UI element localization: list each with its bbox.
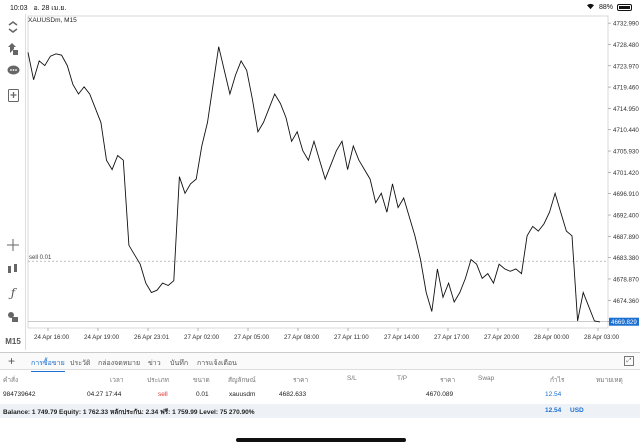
table-row[interactable]: 984739642 04.27 17:44 sell 0.01 xauusdm … <box>0 388 640 402</box>
crosshair-icon[interactable] <box>4 236 22 254</box>
tab-mailbox[interactable]: กล่องจดหมาย <box>98 360 141 367</box>
col-size: ขนาด <box>193 377 210 384</box>
y-tick-label: 4678.870 <box>613 276 639 283</box>
status-time: 10:03 <box>10 5 28 12</box>
y-tick-label: 4674.360 <box>613 298 639 305</box>
tab-news[interactable]: ข่าว <box>148 360 161 367</box>
quotes-icon[interactable] <box>4 18 22 36</box>
balance-profit: 12.54 <box>545 407 562 414</box>
x-tick-label: 24 Apr 16:00 <box>34 334 70 341</box>
x-tick-label: 26 Apr 23:01 <box>134 334 170 341</box>
price-series-line <box>27 46 601 323</box>
current-price-label: 4669.829 <box>611 319 637 326</box>
symbol-label: XAUUSDm, M15 <box>28 17 77 24</box>
indicators-icon[interactable] <box>4 260 22 278</box>
x-tick-label: 24 Apr 19:00 <box>84 334 120 341</box>
row-symbol: xauusdm <box>229 391 256 398</box>
row-size: 0.01 <box>196 391 209 398</box>
add-tab-button[interactable]: + <box>8 354 16 368</box>
y-tick-label: 4732.990 <box>613 21 639 28</box>
row-order: 984739642 <box>3 391 36 398</box>
col-comment: หมายเหตุ <box>596 377 623 384</box>
row-profit: 12.54 <box>545 391 562 398</box>
objects-icon[interactable] <box>4 308 22 326</box>
col-time: เวลา <box>110 377 124 384</box>
x-tick-label: 27 Apr 05:00 <box>234 334 270 341</box>
new-order-icon[interactable] <box>4 86 22 104</box>
x-tick-label: 27 Apr 17:00 <box>434 334 470 341</box>
y-tick-label: 4696.910 <box>613 191 639 198</box>
col-symbol: สัญลักษณ์ <box>228 377 256 384</box>
timeframe-button[interactable]: M15 <box>5 336 21 346</box>
expand-icon[interactable]: ⤢ <box>624 356 634 366</box>
col-profit: กำไร <box>550 377 565 384</box>
x-tick-label: 28 Apr 00:00 <box>534 334 570 341</box>
col-sl: S/L <box>347 375 357 382</box>
row-type: sell <box>158 391 168 398</box>
x-tick-label: 27 Apr 14:00 <box>384 334 420 341</box>
col-price: ราคา <box>293 377 309 384</box>
y-tick-label: 4701.420 <box>613 170 639 177</box>
y-tick-label: 4728.480 <box>613 42 639 49</box>
col-type: ประเภท <box>147 377 169 384</box>
y-tick-label: 4683.380 <box>613 255 639 262</box>
y-tick-label: 4710.440 <box>613 127 639 134</box>
chat-icon[interactable] <box>4 62 22 80</box>
status-date: อ. 28 เม.ย. <box>33 5 67 12</box>
y-tick-label: 4687.890 <box>613 234 639 241</box>
col-swap: Swap <box>478 375 495 382</box>
x-tick-label: 27 Apr 20:00 <box>484 334 520 341</box>
function-icon[interactable]: ƒ <box>10 286 16 300</box>
x-tick-label: 27 Apr 08:00 <box>284 334 320 341</box>
col-tp: T/P <box>397 375 408 382</box>
left-toolbar: ƒ M15 <box>0 14 26 350</box>
col-order: คำสั่ง <box>3 377 19 384</box>
balance-currency: USD <box>570 407 584 414</box>
balance-text: Balance: 1 749.79 Equity: 1 762.33 หลักป… <box>3 409 255 416</box>
tab-journal[interactable]: บันทึก <box>170 360 189 367</box>
plot-frame <box>27 15 609 329</box>
tab-history[interactable]: ประวัติ <box>70 360 91 367</box>
row-price2: 4670.089 <box>426 391 454 398</box>
balance-bar: Balance: 1 749.79 Equity: 1 762.33 หลักป… <box>0 404 640 418</box>
row-time: 04.27 17:44 <box>87 391 122 398</box>
status-bar: 10:03 อ. 28 เม.ย. 88% <box>0 0 640 14</box>
row-price: 4682.633 <box>279 391 307 398</box>
y-tick-label: 4705.930 <box>613 149 639 156</box>
x-tick-label: 27 Apr 11:00 <box>334 334 369 341</box>
home-indicator <box>236 438 406 442</box>
bottom-tabs: + การซื้อขาย ประวัติ กล่องจดหมาย ข่าว บั… <box>0 352 640 372</box>
wifi-icon <box>586 3 595 12</box>
tab-trade[interactable]: การซื้อขาย <box>31 358 65 372</box>
trade-table-header: คำสั่ง เวลา ประเภท ขนาด สัญลักษณ์ ราคา S… <box>0 372 640 386</box>
trade-icon[interactable] <box>4 40 22 58</box>
x-tick-label: 28 Apr 03:00 <box>584 334 620 341</box>
current-price-box <box>609 317 639 326</box>
battery-percent: 88% <box>598 4 613 11</box>
battery-icon <box>617 4 632 11</box>
y-tick-label: 4714.950 <box>613 106 639 113</box>
tab-alerts[interactable]: การแจ้งเตือน <box>197 360 237 367</box>
col-price2: ราคา <box>440 377 456 384</box>
price-chart[interactable]: XAUUSDm, M15 4732.990 4728.480 4723.970 471… <box>26 14 640 352</box>
sell-order-label: sell 0.01 <box>29 255 52 261</box>
chart-canvas[interactable]: 4732.990 4728.480 4723.970 4719.460 4714.950… <box>26 14 640 352</box>
y-tick-label: 4719.460 <box>613 85 639 92</box>
y-tick-label: 4692.400 <box>613 213 639 220</box>
y-tick-label: 4723.970 <box>613 63 639 70</box>
x-tick-label: 27 Apr 02:00 <box>184 334 220 341</box>
